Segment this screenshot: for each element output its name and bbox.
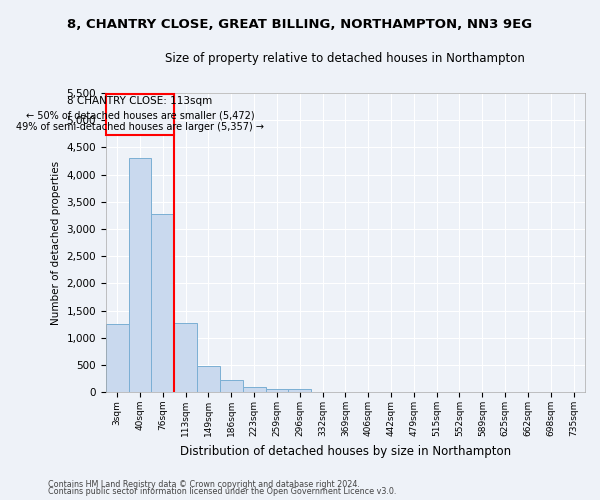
Text: 49% of semi-detached houses are larger (5,357) →: 49% of semi-detached houses are larger (… bbox=[16, 122, 264, 132]
Text: Contains public sector information licensed under the Open Government Licence v3: Contains public sector information licen… bbox=[48, 487, 397, 496]
X-axis label: Distribution of detached houses by size in Northampton: Distribution of detached houses by size … bbox=[180, 444, 511, 458]
Bar bbox=[106, 324, 128, 392]
Bar bbox=[128, 158, 151, 392]
Text: 8 CHANTRY CLOSE: 113sqm: 8 CHANTRY CLOSE: 113sqm bbox=[67, 96, 212, 106]
Bar bbox=[151, 214, 174, 392]
Bar bbox=[174, 323, 197, 392]
Y-axis label: Number of detached properties: Number of detached properties bbox=[51, 160, 61, 324]
Bar bbox=[197, 366, 220, 392]
Text: ← 50% of detached houses are smaller (5,472): ← 50% of detached houses are smaller (5,… bbox=[26, 110, 254, 120]
Bar bbox=[220, 380, 243, 392]
Text: Contains HM Land Registry data © Crown copyright and database right 2024.: Contains HM Land Registry data © Crown c… bbox=[48, 480, 360, 489]
Bar bbox=[266, 389, 289, 392]
Text: 8, CHANTRY CLOSE, GREAT BILLING, NORTHAMPTON, NN3 9EG: 8, CHANTRY CLOSE, GREAT BILLING, NORTHAM… bbox=[67, 18, 533, 30]
Bar bbox=[289, 388, 311, 392]
Bar bbox=[243, 387, 266, 392]
Title: Size of property relative to detached houses in Northampton: Size of property relative to detached ho… bbox=[166, 52, 526, 66]
FancyBboxPatch shape bbox=[106, 94, 174, 135]
